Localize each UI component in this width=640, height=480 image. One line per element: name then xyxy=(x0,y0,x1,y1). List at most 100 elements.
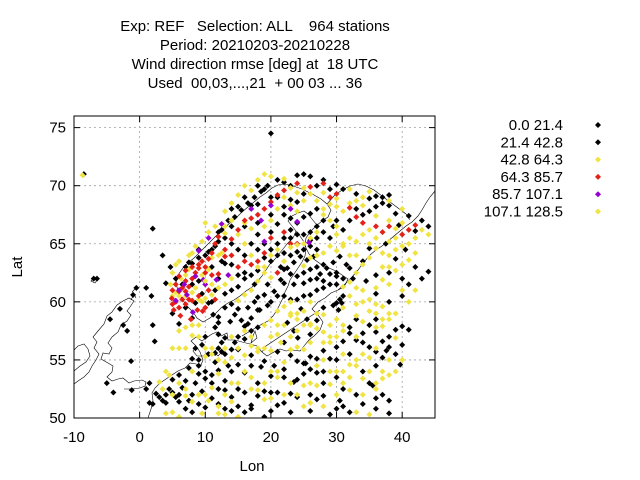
data-point xyxy=(248,240,255,247)
data-point xyxy=(294,208,301,215)
data-point xyxy=(383,347,390,354)
data-point xyxy=(386,202,393,209)
data-point xyxy=(313,325,320,332)
data-point xyxy=(267,198,274,205)
data-point xyxy=(248,352,255,359)
data-point xyxy=(185,283,192,290)
data-point xyxy=(386,264,393,270)
data-point xyxy=(405,326,412,333)
data-point xyxy=(313,234,320,241)
data-point xyxy=(235,333,242,340)
data-point xyxy=(353,269,360,276)
title-line-experiment: Exp: REF Selection: ALL 964 stations xyxy=(120,18,390,35)
data-point xyxy=(412,264,419,270)
data-point xyxy=(267,202,274,209)
data-point xyxy=(228,346,235,353)
data-point xyxy=(281,229,288,236)
data-point xyxy=(79,172,86,179)
data-point xyxy=(346,279,353,286)
data-point xyxy=(241,223,248,230)
data-point xyxy=(194,306,201,313)
data-point xyxy=(372,212,379,219)
data-point xyxy=(305,239,312,246)
data-point xyxy=(386,197,393,204)
data-point xyxy=(294,391,301,398)
data-point xyxy=(300,262,307,269)
data-point xyxy=(228,398,235,405)
data-point xyxy=(317,270,324,277)
data-point xyxy=(366,368,373,375)
legend-marker xyxy=(595,122,601,128)
data-point xyxy=(281,234,288,241)
legend-label: 107.1 128.5 xyxy=(484,204,563,221)
data-point xyxy=(198,258,205,265)
data-point xyxy=(261,322,268,329)
data-point xyxy=(379,375,386,382)
data-point xyxy=(353,214,360,221)
data-point xyxy=(202,277,209,284)
data-point xyxy=(254,182,261,189)
data-point xyxy=(294,296,301,303)
data-point xyxy=(166,372,173,379)
data-point xyxy=(198,298,205,305)
data-point xyxy=(189,264,196,270)
data-point xyxy=(256,306,263,313)
data-point xyxy=(261,291,268,298)
data-point xyxy=(333,223,340,230)
data-point xyxy=(202,391,209,398)
data-point xyxy=(287,380,294,387)
data-point xyxy=(261,358,268,365)
data-point xyxy=(235,272,242,279)
data-point xyxy=(333,368,340,375)
data-point xyxy=(326,217,333,224)
data-point xyxy=(346,200,353,207)
data-point xyxy=(185,365,192,372)
data-point xyxy=(346,186,353,193)
data-point xyxy=(156,378,163,385)
data-point xyxy=(264,281,271,288)
data-point xyxy=(254,345,261,352)
data-point xyxy=(392,310,399,317)
data-point xyxy=(294,198,301,205)
data-point xyxy=(133,284,140,291)
data-point xyxy=(281,187,288,194)
data-point xyxy=(261,250,268,257)
data-point xyxy=(264,182,271,189)
data-point xyxy=(366,245,373,252)
data-point xyxy=(313,205,320,212)
data-point xyxy=(128,358,135,365)
y-tick-label: 60 xyxy=(49,294,66,311)
data-point xyxy=(333,281,340,288)
data-point xyxy=(307,298,314,305)
data-point xyxy=(300,293,307,300)
data-point xyxy=(274,252,281,259)
data-point xyxy=(307,339,314,346)
data-point xyxy=(340,275,347,282)
data-point xyxy=(228,236,235,243)
data-point xyxy=(192,380,199,387)
data-point xyxy=(359,194,366,201)
data-point xyxy=(402,246,409,253)
data-point xyxy=(248,252,255,259)
data-point xyxy=(372,405,379,412)
data-point xyxy=(116,305,123,312)
data-point xyxy=(320,217,327,224)
y-tick-label: 50 xyxy=(49,410,66,427)
data-point xyxy=(366,254,373,261)
data-point xyxy=(248,287,255,294)
data-point xyxy=(302,360,309,367)
data-point xyxy=(267,258,274,265)
data-point xyxy=(392,326,399,333)
data-point xyxy=(372,245,379,252)
data-point xyxy=(353,362,360,369)
data-point xyxy=(340,240,347,247)
plot-frame xyxy=(73,115,436,419)
data-point xyxy=(228,287,235,294)
data-point xyxy=(353,333,360,340)
data-point xyxy=(162,368,169,375)
data-point xyxy=(254,348,261,355)
data-point xyxy=(228,200,235,207)
data-point xyxy=(221,351,228,358)
data-point xyxy=(392,234,399,241)
data-point xyxy=(353,252,360,259)
